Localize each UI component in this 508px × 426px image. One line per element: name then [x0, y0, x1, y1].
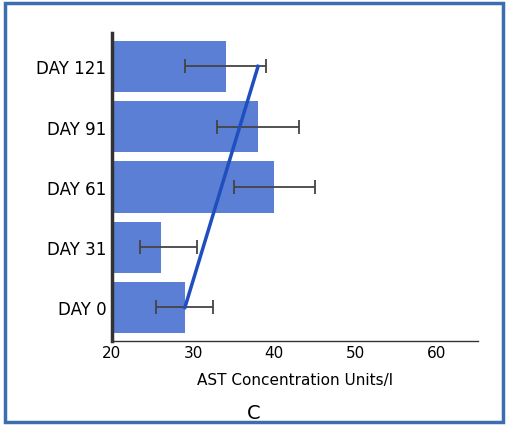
Bar — [112, 42, 226, 93]
Bar — [112, 162, 274, 213]
X-axis label: AST Concentration Units/l: AST Concentration Units/l — [197, 372, 393, 387]
Text: C: C — [247, 403, 261, 422]
Bar — [112, 102, 258, 153]
Bar — [112, 282, 185, 333]
Bar — [112, 222, 161, 273]
